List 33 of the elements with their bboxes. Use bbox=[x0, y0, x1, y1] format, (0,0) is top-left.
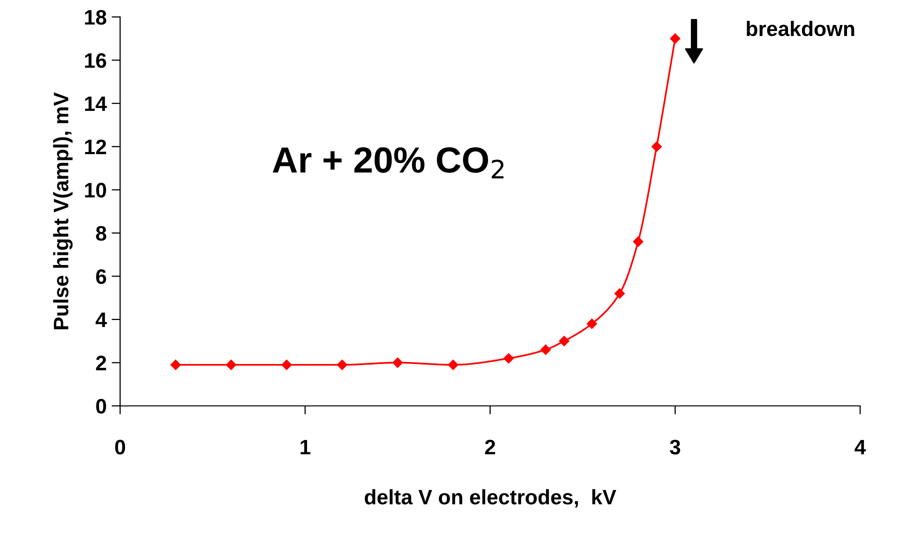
y-axis-title: Pulse hight V(ampl), mV bbox=[53, 92, 73, 330]
point bbox=[504, 353, 514, 364]
point bbox=[652, 141, 662, 152]
point bbox=[633, 236, 644, 247]
point bbox=[540, 344, 551, 355]
annotation: breakdown bbox=[746, 20, 854, 36]
point bbox=[614, 288, 625, 299]
y-tick-label: 6 bbox=[96, 269, 106, 284]
y-tick-label: 0 bbox=[96, 398, 106, 414]
y-tick-label: 4 bbox=[96, 312, 107, 327]
point bbox=[337, 360, 348, 370]
y-tick-label: 8 bbox=[96, 226, 106, 241]
y-tick-label: 2 bbox=[96, 356, 106, 370]
point bbox=[559, 336, 570, 346]
x-tick-label: 4 bbox=[854, 440, 866, 454]
point bbox=[392, 358, 403, 368]
y-tick-label: 16 bbox=[85, 53, 106, 68]
x-tick-label: 3 bbox=[670, 440, 680, 455]
y-tick-label: 10 bbox=[85, 182, 106, 198]
point bbox=[226, 360, 236, 370]
x-tick-label: 0 bbox=[115, 440, 126, 455]
y-tick-label: 18 bbox=[85, 10, 106, 25]
point bbox=[448, 360, 458, 370]
annotation: Ar + 20% CO$_{2}$ bbox=[272, 147, 504, 178]
point bbox=[282, 360, 292, 370]
x-tick-label: 2 bbox=[485, 440, 496, 454]
x-tick-label: 1 bbox=[300, 440, 310, 454]
point bbox=[170, 360, 181, 370]
y-tick-label: 12 bbox=[85, 140, 106, 154]
x-axis-title: delta V on electrodes, kV bbox=[364, 489, 616, 508]
y-tick-label: 14 bbox=[85, 96, 107, 111]
point bbox=[670, 33, 680, 44]
point bbox=[586, 318, 598, 329]
